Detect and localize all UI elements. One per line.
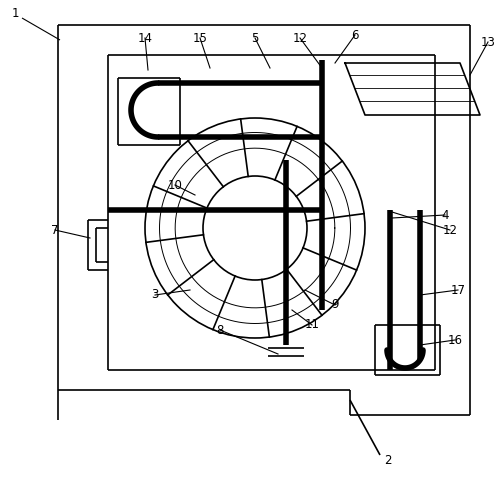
Text: 12: 12 [292, 32, 308, 44]
Text: 1: 1 [11, 7, 19, 20]
Text: 2: 2 [384, 454, 392, 467]
Text: 9: 9 [331, 298, 339, 312]
Text: 15: 15 [192, 32, 208, 44]
Text: 14: 14 [138, 32, 152, 44]
Text: 12: 12 [442, 224, 458, 237]
Text: 17: 17 [450, 283, 466, 296]
Text: 3: 3 [152, 289, 158, 302]
Text: 5: 5 [252, 32, 258, 44]
Text: 4: 4 [442, 208, 449, 221]
Text: 6: 6 [351, 29, 359, 42]
Text: 7: 7 [52, 224, 59, 237]
Text: 10: 10 [168, 178, 182, 192]
Text: 11: 11 [304, 318, 320, 332]
Text: 13: 13 [480, 35, 496, 48]
Text: 8: 8 [216, 324, 224, 337]
Text: 16: 16 [448, 334, 462, 347]
